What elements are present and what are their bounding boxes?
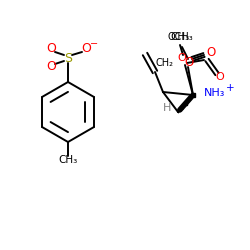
Text: OCH₃: OCH₃	[167, 32, 193, 42]
Text: CH₃: CH₃	[170, 32, 190, 42]
Text: O: O	[216, 72, 224, 82]
Text: CH₂: CH₂	[155, 58, 173, 68]
Text: O: O	[178, 53, 186, 63]
Text: S: S	[64, 52, 72, 64]
Text: H: H	[163, 103, 171, 113]
Text: +: +	[226, 83, 234, 93]
Text: O: O	[46, 60, 56, 74]
Text: O: O	[46, 42, 56, 56]
Text: CH₃: CH₃	[58, 155, 78, 165]
Text: NH₃: NH₃	[204, 88, 226, 98]
Text: −: −	[90, 39, 98, 49]
Text: O: O	[184, 56, 194, 68]
Text: O: O	[81, 42, 91, 56]
Text: O: O	[206, 46, 216, 59]
